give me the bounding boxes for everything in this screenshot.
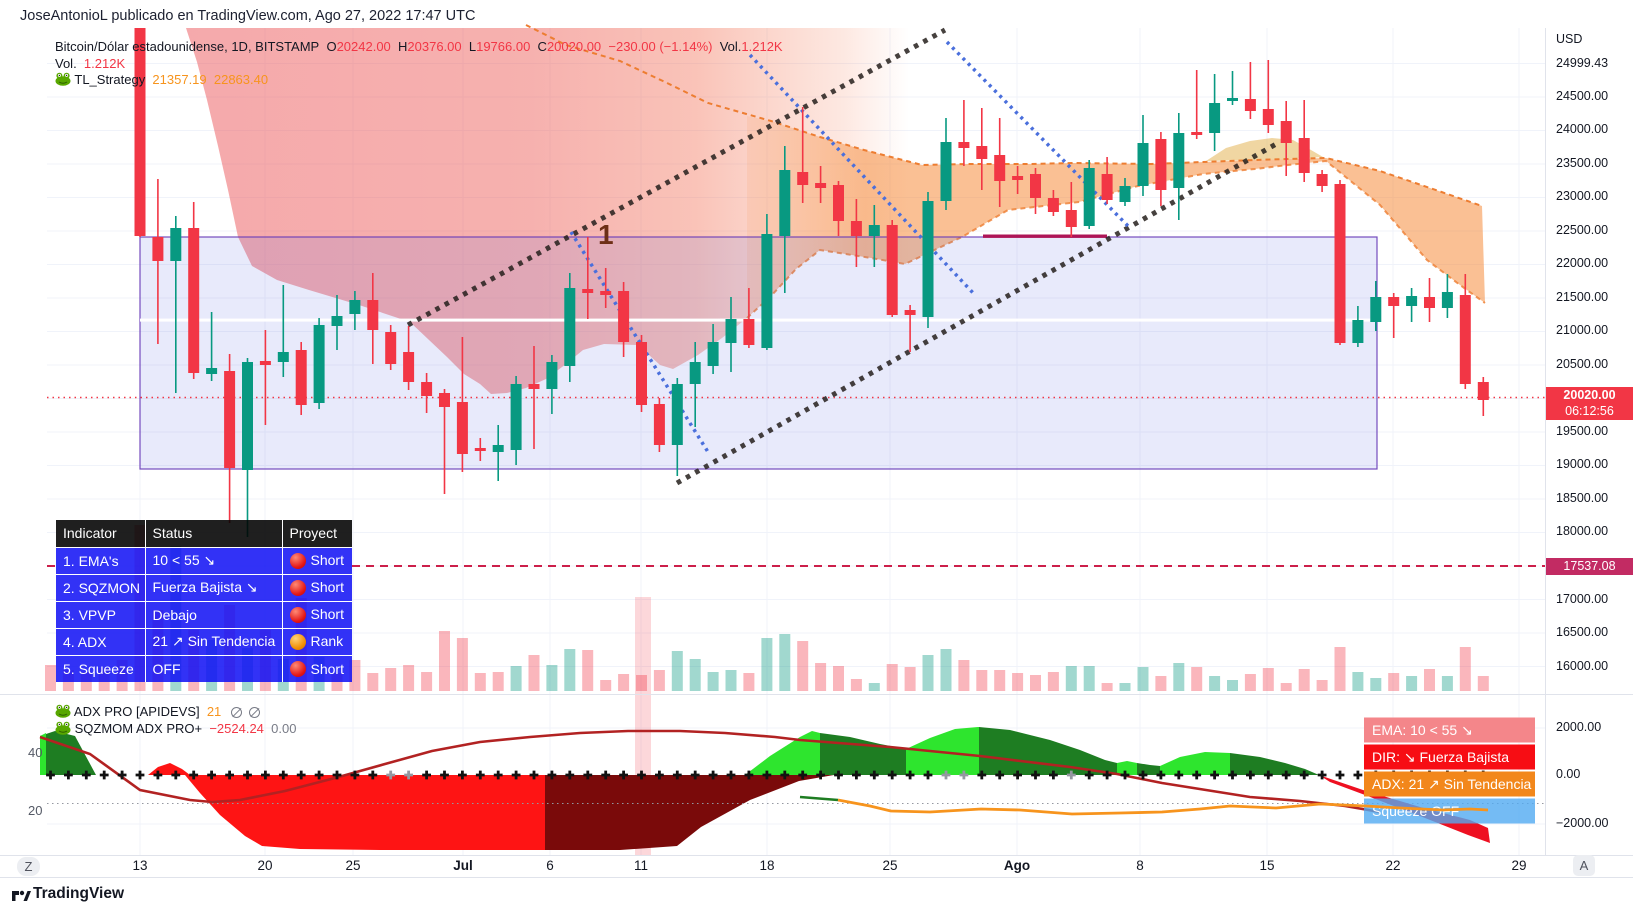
svg-text:1: 1 [598, 219, 614, 250]
svg-text:ADX: 21 ↗ Sin Tendencia: ADX: 21 ↗ Sin Tendencia [1372, 776, 1532, 792]
svg-text:DIR: ↘ Fuerza Bajista: DIR: ↘ Fuerza Bajista [1372, 749, 1509, 765]
svg-text:EMA: 10 < 55 ↘: EMA: 10 < 55 ↘ [1372, 722, 1473, 738]
